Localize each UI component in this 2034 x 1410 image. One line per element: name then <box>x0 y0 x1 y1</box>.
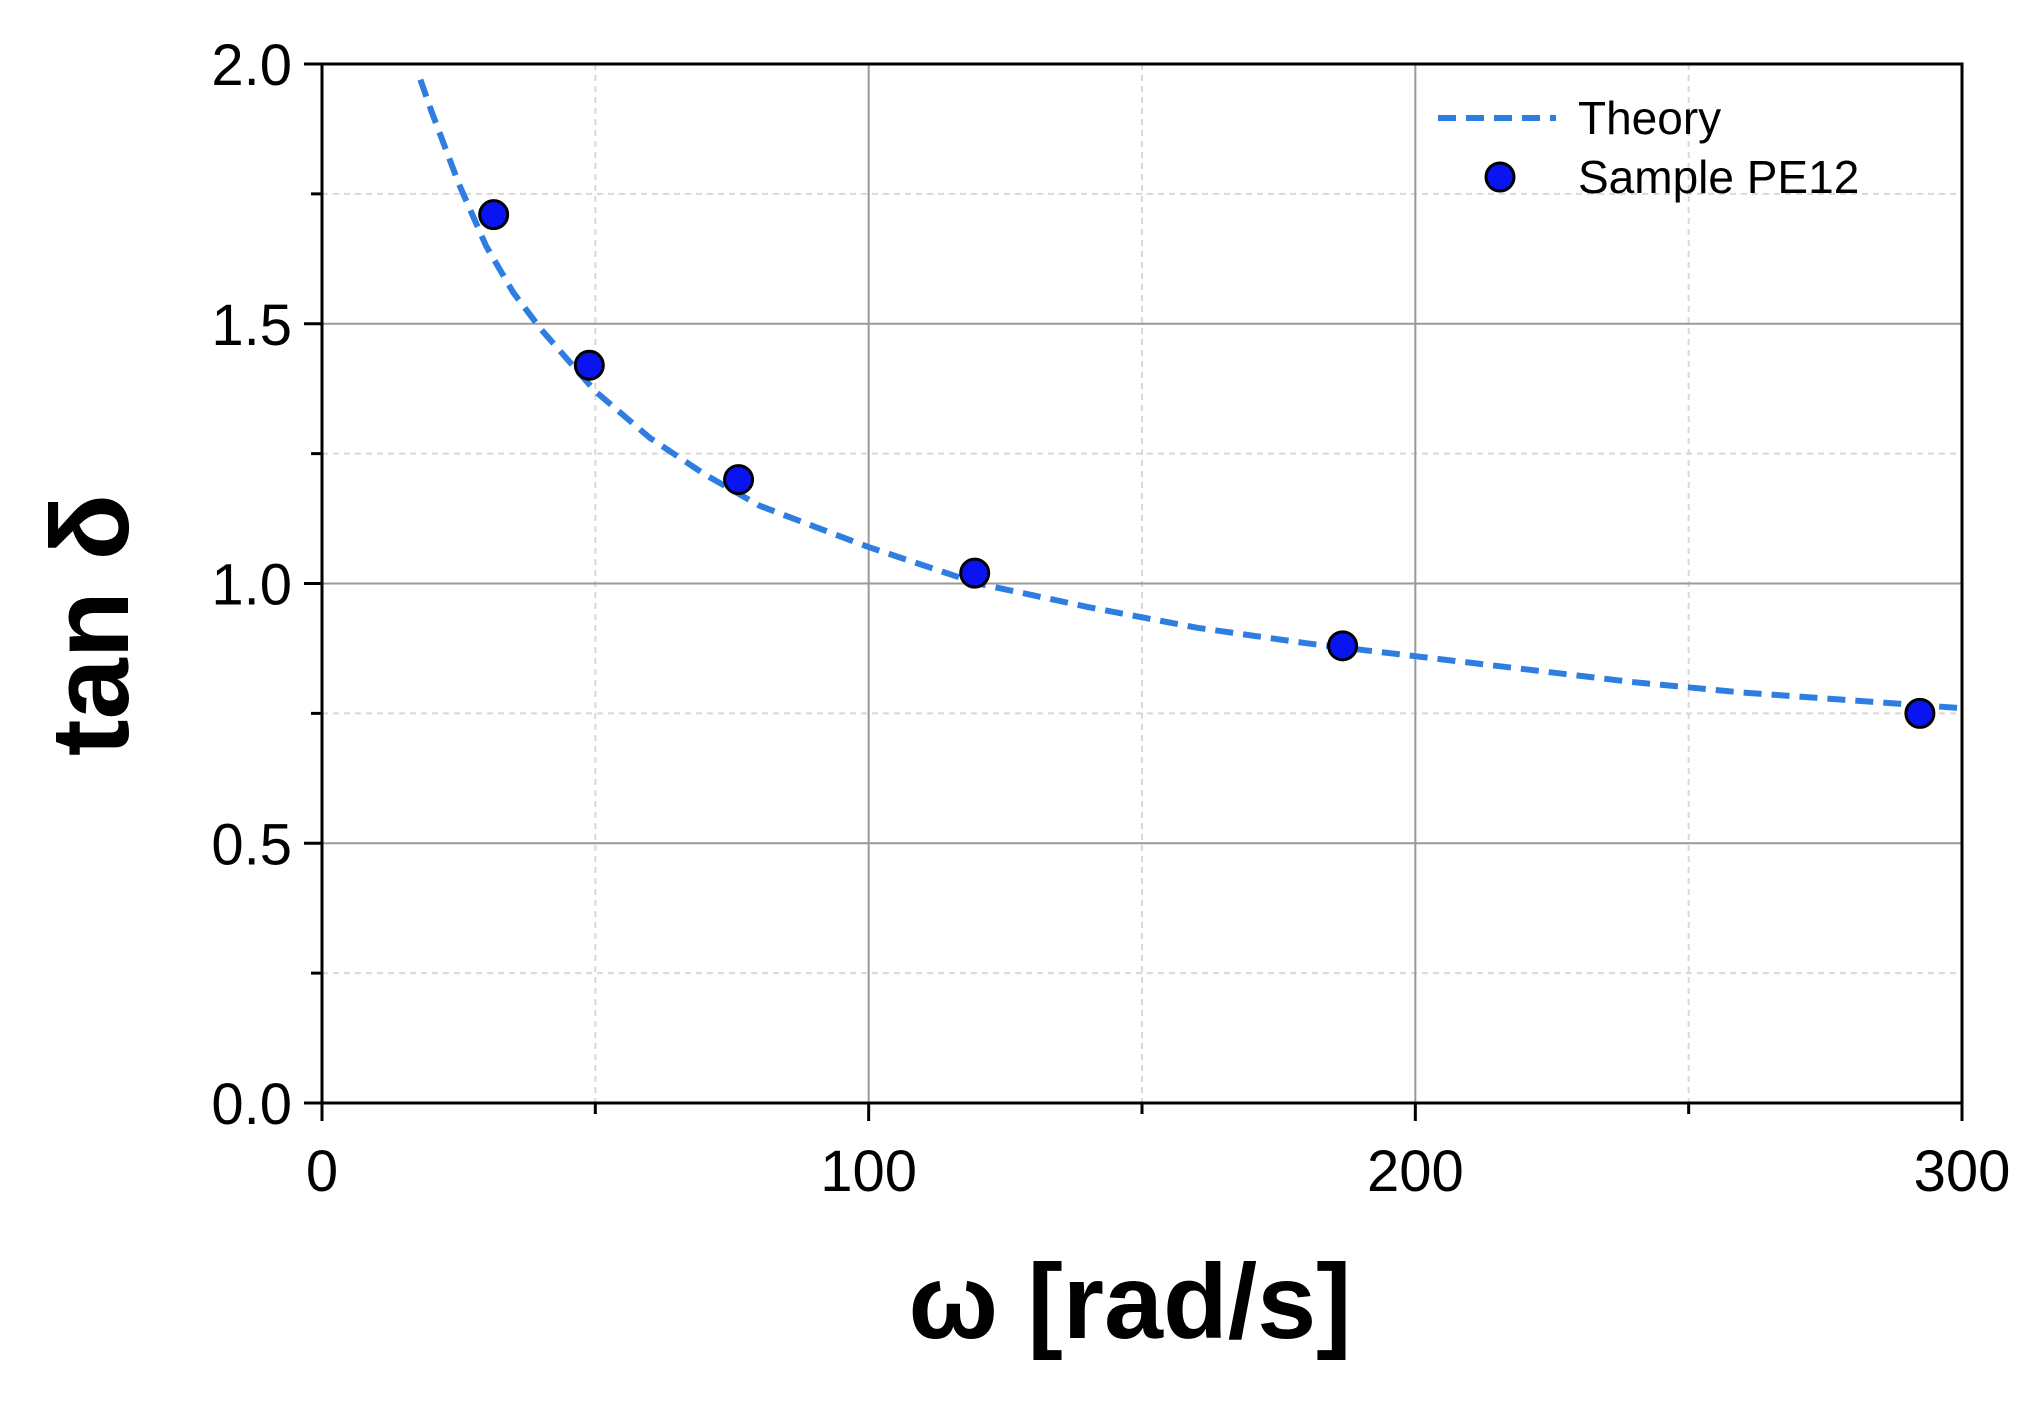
x-tick-label: 200 <box>1367 1139 1464 1204</box>
x-tick-label: 100 <box>820 1139 917 1204</box>
major-grid <box>322 64 1962 1103</box>
x-tick-label: 300 <box>1914 1139 2011 1204</box>
data-point <box>1904 697 1936 729</box>
y-tick-label: 1.5 <box>211 293 292 358</box>
y-tick-label: 2.0 <box>211 33 292 98</box>
legend: Theory Sample PE12 <box>1438 92 1859 203</box>
y-axis-title: tan δ <box>29 494 152 756</box>
legend-sample-marker <box>1484 161 1516 193</box>
data-point <box>959 557 991 589</box>
legend-theory-label: Theory <box>1578 92 1721 144</box>
ticks-layer: 0 100 200 300 0.0 0.5 1.0 1.5 2.0 <box>211 33 2010 1204</box>
y-tick-label: 1.0 <box>211 553 292 618</box>
x-tick-label: 0 <box>306 1139 338 1204</box>
points-layer <box>478 199 1936 729</box>
data-point <box>723 464 755 496</box>
legend-sample-label: Sample PE12 <box>1578 151 1859 203</box>
y-tick-label: 0.0 <box>211 1072 292 1137</box>
x-axis-title: ω [rad/s] <box>909 1243 1352 1361</box>
theory-line <box>417 78 1963 712</box>
theory-layer <box>417 78 1963 712</box>
data-point <box>1327 630 1359 662</box>
y-tick-label: 0.5 <box>211 812 292 877</box>
data-point <box>478 199 510 231</box>
data-point <box>573 349 605 381</box>
